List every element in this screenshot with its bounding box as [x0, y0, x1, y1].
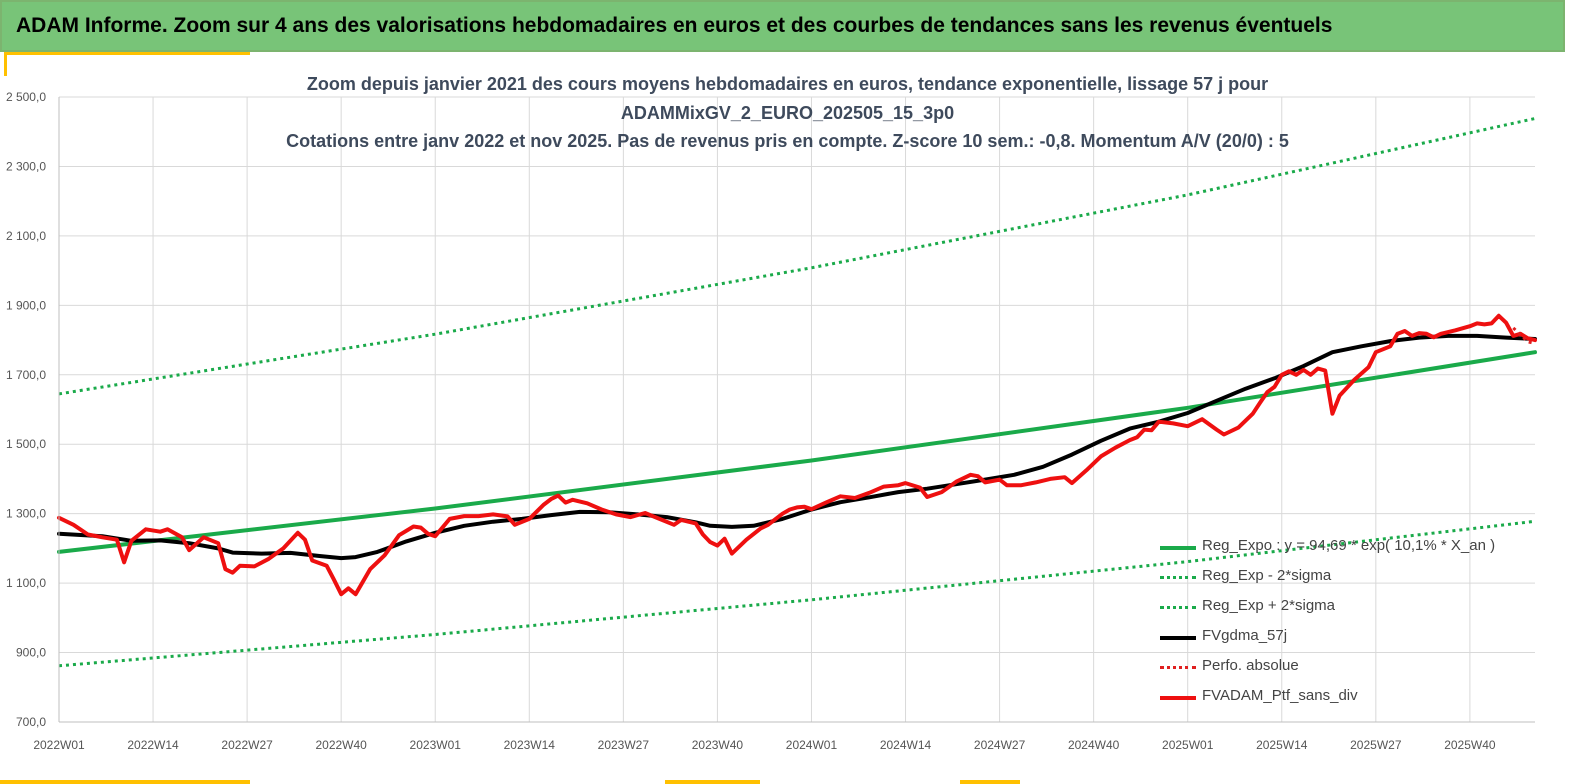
y-tick-label: 1 300,0: [6, 507, 46, 521]
accent-bar-left: [4, 52, 7, 76]
chart-title-line: Cotations entre janv 2022 et nov 2025. P…: [286, 131, 1289, 151]
y-tick-label: 2 100,0: [6, 229, 46, 243]
y-tick-label: 1 500,0: [6, 437, 46, 451]
legend-swatch: [1160, 546, 1196, 550]
y-tick-label: 1 900,0: [6, 298, 46, 312]
accent-bar-bottom: [665, 780, 760, 784]
x-tick-label: 2024W14: [880, 738, 932, 752]
series-line: [57, 313, 1537, 597]
legend-swatch: [1160, 636, 1196, 640]
x-tick-label: 2023W01: [410, 738, 462, 752]
legend-label: Reg_Expo : y = 94,69 * exp( 10,1% * X_an…: [1202, 537, 1496, 554]
legend-label: Reg_Exp - 2*sigma: [1202, 567, 1332, 584]
x-tick-label: 2023W14: [504, 738, 556, 752]
y-tick-label: 700,0: [16, 715, 46, 729]
x-tick-label: 2025W01: [1162, 738, 1214, 752]
y-tick-label: 900,0: [16, 646, 46, 660]
series-line: [58, 117, 1536, 396]
chart-title: Zoom depuis janvier 2021 des cours moyen…: [250, 70, 1325, 156]
legend-label: Reg_Exp + 2*sigma: [1202, 597, 1335, 614]
legend-label: Perfo. absolue: [1202, 657, 1299, 674]
series-line: [57, 350, 1537, 554]
legend-label: FVgdma_57j: [1202, 627, 1288, 644]
chart-title-line: Zoom depuis janvier 2021 des cours moyen…: [306, 74, 1269, 94]
x-tick-label: 2022W27: [221, 738, 273, 752]
y-tick-label: 1 100,0: [6, 576, 46, 590]
legend-swatch: [1160, 696, 1196, 700]
accent-bar-top: [4, 52, 250, 55]
legend-item: FVgdma_57j: [1160, 622, 1540, 652]
x-tick-label: 2024W40: [1068, 738, 1120, 752]
legend-item: Perfo. absolue: [1160, 652, 1540, 682]
legend-item: Reg_Exp + 2*sigma: [1160, 592, 1540, 622]
x-tick-label: 2022W14: [127, 738, 179, 752]
x-tick-label: 2025W27: [1350, 738, 1402, 752]
accent-bar-bottom: [0, 780, 250, 784]
x-tick-label: 2023W40: [692, 738, 744, 752]
chart-title-line: ADAMMixGV_2_EURO_202505_15_3p0: [620, 102, 955, 123]
legend-item: FVADAM_Ptf_sans_div: [1160, 682, 1540, 712]
header-banner: ADAM Informe. Zoom sur 4 ans des valoris…: [0, 0, 1565, 52]
legend-item: Reg_Expo : y = 94,69 * exp( 10,1% * X_an…: [1160, 532, 1540, 562]
legend-item: Reg_Exp - 2*sigma: [1160, 562, 1540, 592]
x-tick-label: 2024W01: [786, 738, 838, 752]
x-tick-label: 2024W27: [974, 738, 1026, 752]
y-tick-label: 1 700,0: [6, 368, 46, 382]
accent-bar-bottom: [960, 780, 1020, 784]
page-title: ADAM Informe. Zoom sur 4 ans des valoris…: [16, 14, 1333, 37]
legend-swatch: [1160, 576, 1196, 579]
y-tick-label: 2 500,0: [6, 90, 46, 104]
x-tick-label: 2025W14: [1256, 738, 1308, 752]
legend-swatch: [1160, 666, 1196, 669]
chart-legend: Reg_Expo : y = 94,69 * exp( 10,1% * X_an…: [1160, 532, 1540, 712]
x-tick-label: 2023W27: [598, 738, 650, 752]
x-tick-label: 2025W40: [1444, 738, 1496, 752]
y-tick-label: 2 300,0: [6, 159, 46, 173]
x-tick-label: 2022W40: [315, 738, 367, 752]
legend-swatch: [1160, 606, 1196, 609]
legend-label: FVADAM_Ptf_sans_div: [1202, 687, 1358, 704]
x-tick-label: 2022W01: [33, 738, 85, 752]
